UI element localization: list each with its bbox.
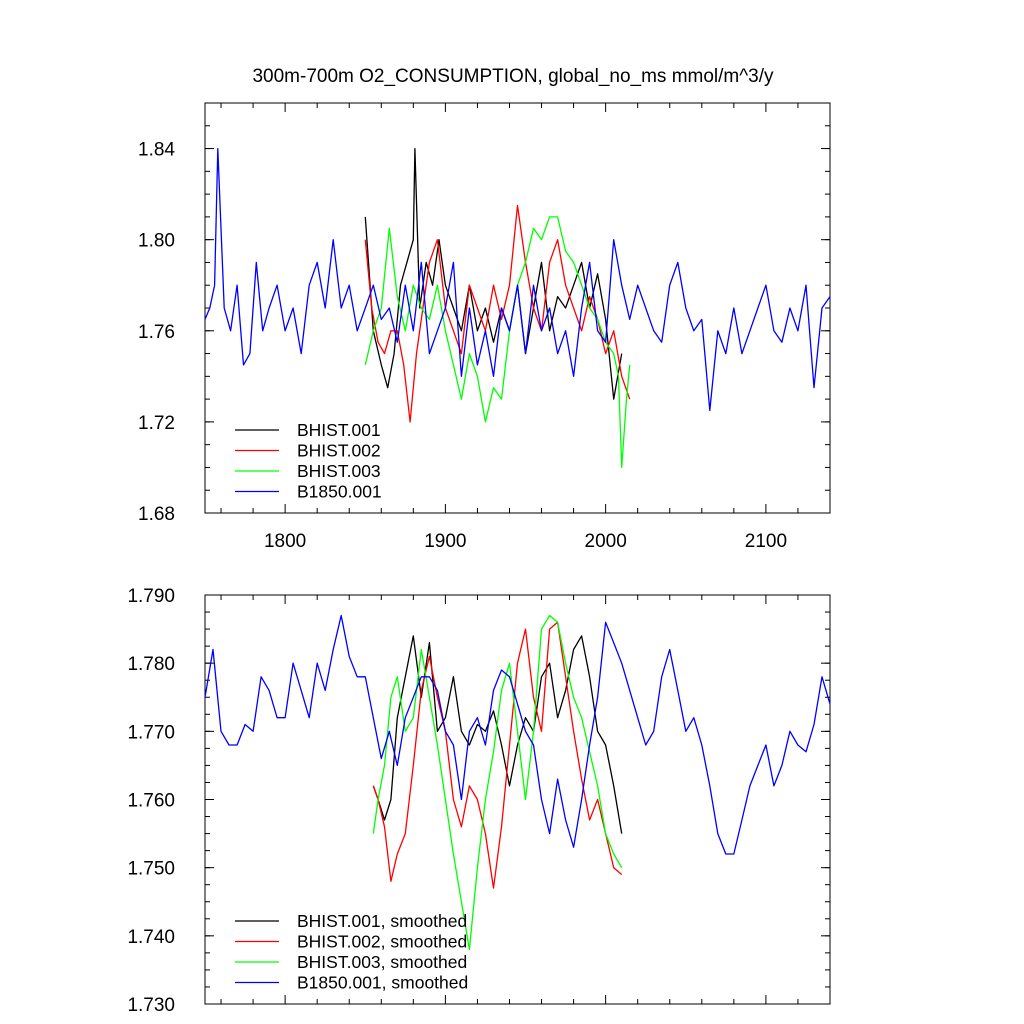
panel-2-legend-label-2: BHIST.002, smoothed [297, 932, 467, 952]
panel-1-series-line-4 [204, 147, 831, 412]
panel-1-series-line-3 [364, 216, 631, 469]
panel-1-x-tick-label: 2000 [585, 531, 627, 552]
panel-2-series-line-1 [372, 635, 623, 834]
panel-2-series-line-2 [372, 621, 623, 889]
chart-title: 300m-700m O2_CONSUMPTION, global_no_ms m… [252, 66, 774, 87]
panel-1-y-tick-label: 1.80 [138, 231, 175, 252]
panel-1-y-tick-label: 1.68 [138, 504, 175, 525]
panel-1-legend-label-2: BHIST.002 [297, 441, 381, 461]
panel-2-series-line-3 [372, 614, 623, 951]
panel-1-legend-label-4: B1850.001 [297, 482, 382, 502]
panel-2-y-tick-label: 1.790 [127, 586, 175, 607]
panel-2-series-line-4 [204, 614, 831, 855]
panel-2-legend-label-4: B1850.001, smoothed [297, 973, 468, 993]
panel-1-y-tick-label: 1.84 [138, 140, 175, 161]
panel-1-x-tick-label: 2100 [745, 531, 787, 552]
panel-2-y-tick-label: 1.780 [127, 654, 175, 675]
panel-1-series-line-1 [364, 147, 623, 400]
panel-2-legend-label-1: BHIST.001, smoothed [297, 911, 467, 931]
panel-1-y-tick-label: 1.76 [138, 322, 175, 343]
panel-1-series-line-2 [364, 204, 631, 423]
panel-2-legend-label-3: BHIST.003, smoothed [297, 952, 467, 972]
panel-2-y-tick-label: 1.740 [127, 927, 175, 948]
panel-1-legend-label-3: BHIST.003 [297, 461, 381, 481]
panel-1-y-tick-label: 1.72 [138, 413, 175, 434]
panel-2-y-tick-label: 1.730 [127, 995, 175, 1016]
panel-1-legend-label-1: BHIST.001 [297, 420, 381, 440]
panel-2-y-tick-label: 1.760 [127, 791, 175, 812]
panel-1-x-tick-label: 1800 [264, 531, 306, 552]
panel-2-y-tick-label: 1.750 [127, 859, 175, 880]
panel-1-x-tick-label: 1900 [424, 531, 466, 552]
panel-2-y-tick-label: 1.770 [127, 722, 175, 743]
